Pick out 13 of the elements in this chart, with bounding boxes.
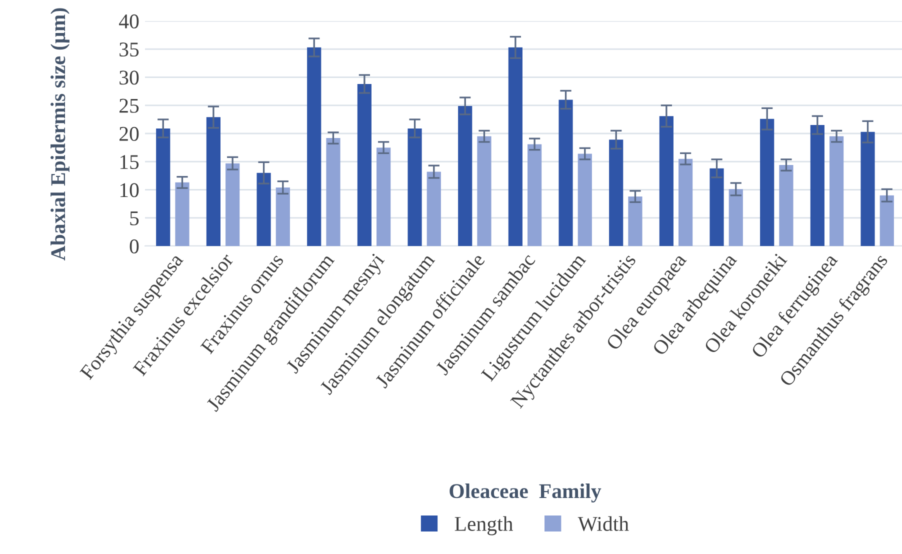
y-tick-label: 10 (120, 183, 139, 198)
y-tick-label: 15 (120, 155, 139, 170)
y-tick-label: 30 (120, 70, 139, 85)
y-tick-label: 0 (130, 239, 139, 254)
y-tick-label: 40 (119, 14, 139, 28)
y-axis-title: Abaxial Epidermis size (µm) (50, 8, 70, 260)
y-tick-label: 5 (130, 211, 139, 226)
y-tick-label: 20 (120, 126, 139, 141)
y-tick-label: 25 (120, 98, 139, 113)
x-axis-title: Oleaceae Family (450, 484, 602, 502)
legend-label: Width (578, 516, 629, 532)
y-tick-label: 35 (120, 42, 139, 57)
legend-label: Length (454, 516, 513, 536)
